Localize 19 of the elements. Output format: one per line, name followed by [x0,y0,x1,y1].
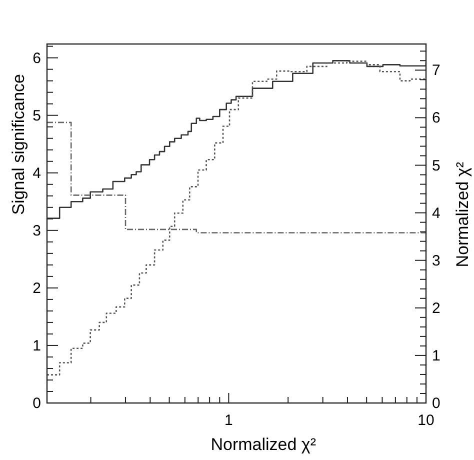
y-tick-label: 1 [32,337,41,354]
y2-axis-title: Normalized χ² [453,162,472,268]
y2-tick-label: 2 [432,300,440,317]
y-tick-label: 5 [32,107,41,124]
y2-tick-label: 7 [432,62,440,80]
y2-tick-label: 3 [432,252,440,270]
y-tick-label: 6 [32,50,41,67]
y-tick-label: 3 [32,222,41,240]
y-tick-label: 4 [32,164,41,182]
y2-tick-label: 1 [432,347,440,364]
y2-tick-label: 0 [432,395,440,412]
y-axis-title: Signal significance [9,74,28,215]
y-tick-label: 2 [32,280,41,297]
y2-tick-label: 6 [432,110,440,127]
y-tick-label: 0 [32,395,41,412]
y2-tick-label: 4 [432,204,440,222]
x-axis-title: Normalized χ² [210,435,316,454]
y2-tick-label: 5 [432,157,440,174]
x-tick-label: 10 [418,412,434,429]
